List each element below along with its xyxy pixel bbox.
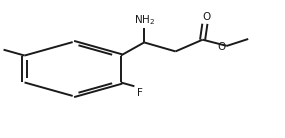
Text: O: O	[218, 42, 226, 52]
Text: NH$_2$: NH$_2$	[134, 13, 155, 27]
Text: F: F	[137, 88, 142, 98]
Text: O: O	[202, 12, 210, 22]
